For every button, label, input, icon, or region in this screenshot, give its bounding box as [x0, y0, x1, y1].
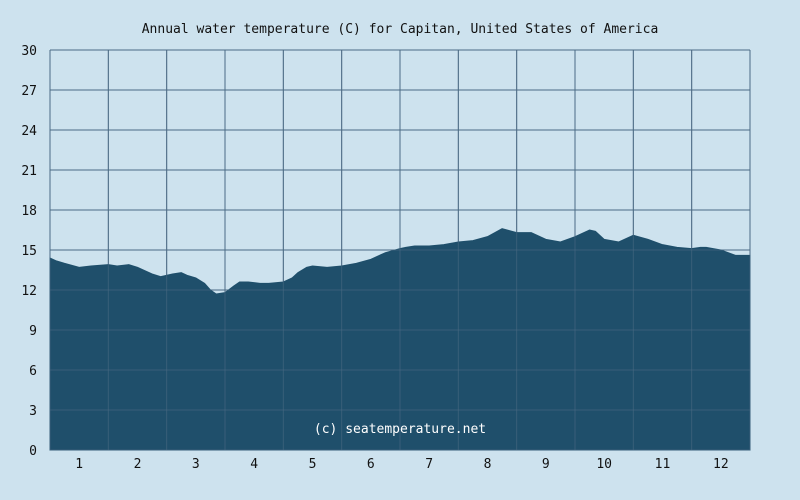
x-tick-label: 5 — [309, 457, 317, 472]
y-tick-label: 15 — [21, 244, 37, 259]
x-tick-label: 2 — [134, 457, 142, 472]
watermark-text: (c) seatemperature.net — [314, 422, 486, 437]
y-tick-label: 9 — [29, 324, 37, 339]
x-tick-label: 1 — [75, 457, 83, 472]
x-tick-label: 11 — [655, 457, 671, 472]
y-tick-label: 18 — [21, 204, 37, 219]
y-tick-label: 6 — [29, 364, 37, 379]
x-tick-label: 10 — [596, 457, 612, 472]
chart-title: Annual water temperature (C) for Capitan… — [142, 22, 659, 37]
y-axis: 0 3 6 9 12 15 18 21 24 27 30 — [21, 44, 37, 459]
x-tick-label: 8 — [484, 457, 492, 472]
area-layer — [49, 49, 751, 451]
y-tick-label: 24 — [21, 124, 37, 139]
x-tick-label: 7 — [425, 457, 433, 472]
y-tick-label: 30 — [21, 44, 37, 59]
y-tick-label: 12 — [21, 284, 37, 299]
x-tick-label: 4 — [250, 457, 258, 472]
x-tick-label: 9 — [542, 457, 550, 472]
y-tick-label: 21 — [21, 164, 37, 179]
x-tick-label: 12 — [713, 457, 729, 472]
y-tick-label: 0 — [29, 444, 37, 459]
y-tick-label: 3 — [29, 404, 37, 419]
x-tick-label: 3 — [192, 457, 200, 472]
x-axis: 1 2 3 4 5 6 7 8 9 10 11 12 — [75, 457, 728, 472]
x-tick-label: 6 — [367, 457, 375, 472]
y-tick-label: 27 — [21, 84, 37, 99]
